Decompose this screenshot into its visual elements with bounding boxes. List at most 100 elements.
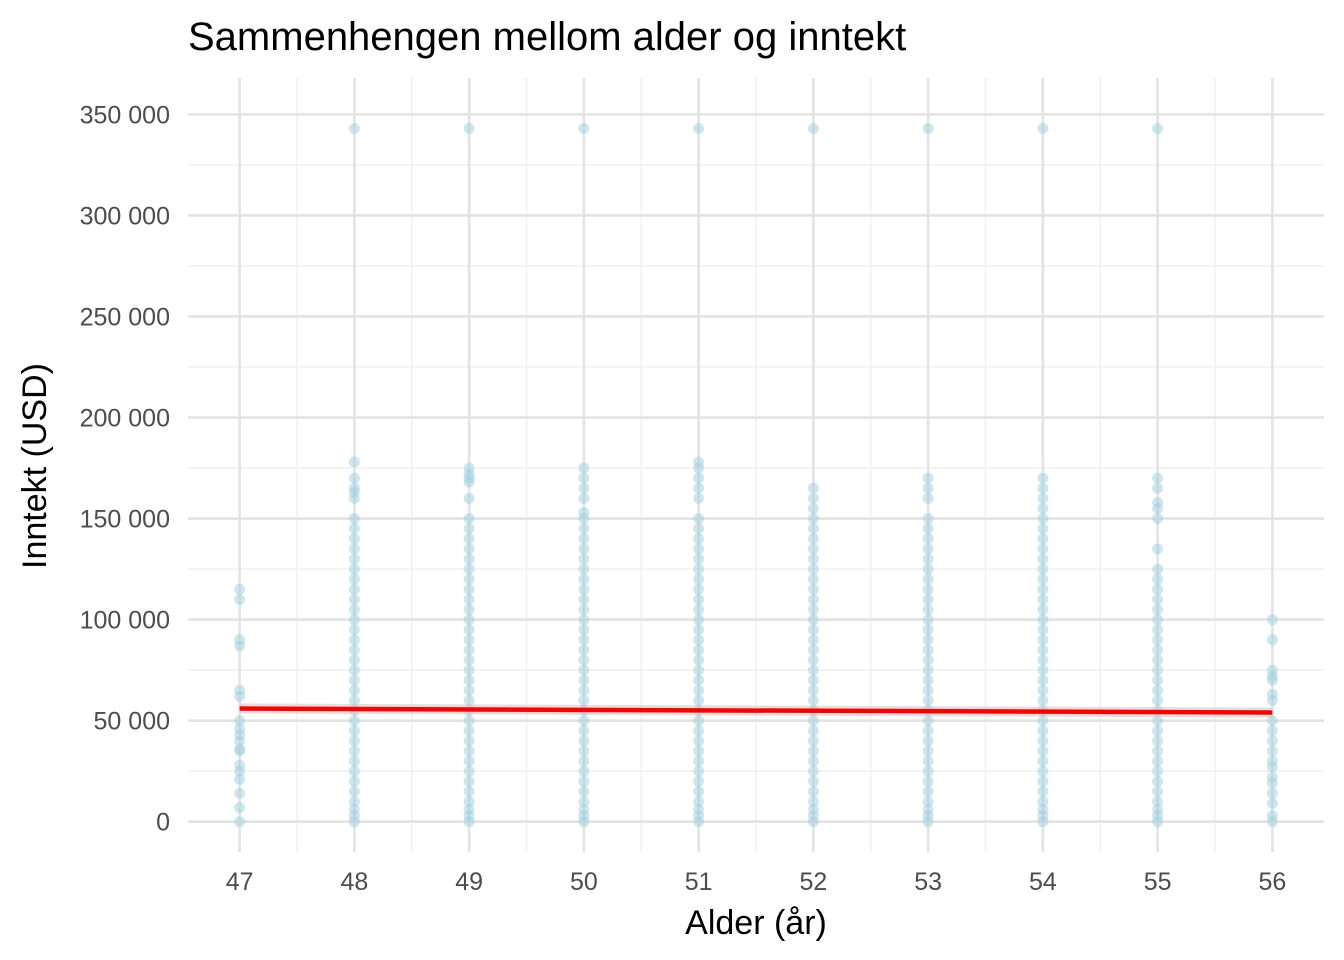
data-point xyxy=(922,482,934,494)
data-point xyxy=(922,624,934,636)
data-point xyxy=(348,755,360,767)
y-tick-label: 50 000 xyxy=(94,708,170,736)
data-point xyxy=(807,583,819,595)
data-point xyxy=(1037,644,1049,656)
data-point xyxy=(348,614,360,626)
y-tick-label: 150 000 xyxy=(80,506,170,534)
data-point xyxy=(1266,755,1278,767)
trend-line xyxy=(239,706,1273,715)
data-point xyxy=(1266,664,1278,676)
data-point xyxy=(234,723,246,735)
data-point xyxy=(463,725,475,737)
data-point xyxy=(922,533,934,545)
data-point xyxy=(922,664,934,676)
data-point xyxy=(1152,644,1164,656)
data-point xyxy=(1152,664,1164,676)
data-point xyxy=(1037,634,1049,646)
data-point xyxy=(1152,634,1164,646)
data-point xyxy=(1037,593,1049,605)
y-tick-label: 100 000 xyxy=(80,607,170,635)
data-point xyxy=(463,684,475,696)
data-point xyxy=(693,482,705,494)
data-point xyxy=(1152,573,1164,585)
data-point xyxy=(807,795,819,807)
data-point xyxy=(1152,513,1164,525)
data-point xyxy=(348,593,360,605)
data-point xyxy=(348,472,360,484)
data-point xyxy=(463,765,475,777)
data-point xyxy=(1037,684,1049,696)
data-point xyxy=(578,614,590,626)
data-point xyxy=(1266,810,1278,822)
data-point xyxy=(807,553,819,565)
data-point xyxy=(234,802,246,814)
data-point xyxy=(922,644,934,656)
data-point xyxy=(922,593,934,605)
data-point xyxy=(463,735,475,747)
data-point xyxy=(693,624,705,636)
data-point xyxy=(1037,664,1049,676)
x-tick-label: 55 xyxy=(1144,868,1172,896)
data-point xyxy=(807,513,819,525)
data-point xyxy=(578,123,590,135)
data-point xyxy=(1266,688,1278,700)
data-point xyxy=(1037,735,1049,747)
data-point xyxy=(1152,795,1164,807)
data-point xyxy=(807,664,819,676)
y-tick-label: 250 000 xyxy=(80,303,170,331)
data-point xyxy=(348,513,360,525)
data-point xyxy=(922,684,934,696)
data-point xyxy=(348,543,360,555)
data-point xyxy=(463,614,475,626)
data-point xyxy=(1152,543,1164,555)
data-point xyxy=(234,593,246,605)
data-point xyxy=(1037,765,1049,777)
data-point xyxy=(463,745,475,757)
data-point xyxy=(1037,694,1049,706)
data-point xyxy=(807,614,819,626)
data-point xyxy=(463,664,475,676)
data-point xyxy=(922,472,934,484)
x-tick-label: 50 xyxy=(570,868,598,896)
data-point xyxy=(1037,795,1049,807)
data-point xyxy=(922,492,934,504)
data-point xyxy=(463,603,475,615)
data-point xyxy=(693,745,705,757)
data-point xyxy=(578,492,590,504)
data-point xyxy=(578,715,590,727)
data-point xyxy=(1037,603,1049,615)
x-tick-label: 53 xyxy=(914,868,942,896)
data-point xyxy=(922,553,934,565)
data-point xyxy=(348,795,360,807)
data-point xyxy=(578,755,590,767)
data-point xyxy=(578,533,590,545)
data-point xyxy=(922,543,934,555)
data-point xyxy=(234,583,246,595)
data-point xyxy=(693,804,705,816)
data-point xyxy=(693,715,705,727)
data-point xyxy=(578,472,590,484)
data-point xyxy=(1266,735,1278,747)
data-point xyxy=(578,745,590,757)
data-point xyxy=(1152,684,1164,696)
data-point xyxy=(348,523,360,535)
data-point xyxy=(693,654,705,666)
data-point xyxy=(463,775,475,787)
data-point xyxy=(1037,492,1049,504)
data-point xyxy=(807,634,819,646)
data-point xyxy=(693,634,705,646)
data-point xyxy=(922,513,934,525)
data-point xyxy=(807,674,819,686)
data-point xyxy=(807,725,819,737)
data-point xyxy=(807,735,819,747)
data-point xyxy=(1037,804,1049,816)
data-point xyxy=(1152,804,1164,816)
y-tick-label: 350 000 xyxy=(80,101,170,129)
data-point xyxy=(578,804,590,816)
data-point xyxy=(1037,725,1049,737)
y-tick-label: 300 000 xyxy=(80,202,170,230)
data-point xyxy=(807,563,819,575)
data-point xyxy=(578,765,590,777)
data-point xyxy=(1152,755,1164,767)
data-point xyxy=(807,775,819,787)
